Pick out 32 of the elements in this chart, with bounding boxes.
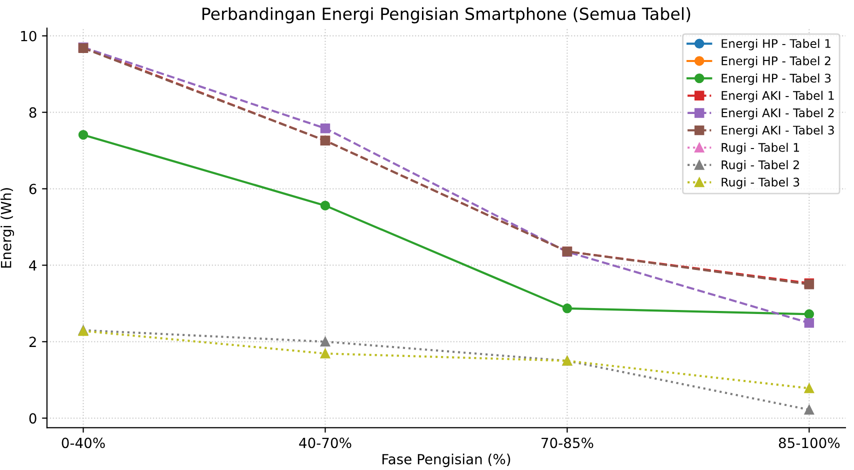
y-tick-label: 0 <box>29 413 36 424</box>
x-tick-label: 0-40% <box>62 438 105 448</box>
y-tick-label: 6 <box>29 184 36 194</box>
x-axis-title: Fase Pengisian (%) <box>382 454 510 468</box>
x-tick-label: 40-70% <box>299 438 352 448</box>
point <box>320 124 330 134</box>
point <box>804 318 814 328</box>
legend-label: Energi AKI - Tabel 3 <box>722 125 834 137</box>
point <box>804 404 814 415</box>
x-tick-label: 85-100% <box>778 438 840 448</box>
point <box>562 304 572 314</box>
point <box>320 200 330 210</box>
y-axis-title: Energi (Wh) <box>0 188 14 268</box>
legend-label: Energi HP - Tabel 1 <box>722 38 830 50</box>
legend-label: Energi HP - Tabel 3 <box>722 73 831 85</box>
legend-label: Energi HP - Tabel 2 <box>722 56 830 68</box>
y-tick-label: 10 <box>21 30 36 42</box>
point <box>804 309 814 320</box>
legend-label: Rugi - Tabel 3 <box>722 177 800 189</box>
legend-label: Rugi - Tabel 2 <box>722 160 799 172</box>
legend-label: Energi AKI - Tabel 1 <box>722 90 834 102</box>
point <box>320 348 330 358</box>
point <box>320 336 330 347</box>
legend-label: Rugi - Tabel 1 <box>722 142 799 154</box>
legend-label: Energi AKI - Tabel 2 <box>722 108 834 120</box>
point <box>78 130 88 140</box>
y-tick-label: 8 <box>29 107 36 118</box>
y-tick-label: 4 <box>29 260 36 270</box>
y-tick-label: 2 <box>29 336 36 347</box>
x-tick-label: 70-85% <box>542 438 594 448</box>
point <box>804 383 814 394</box>
chart-title: Perbandingan Energi Pengisian Smartphone (Semua Tabel) <box>202 7 690 24</box>
